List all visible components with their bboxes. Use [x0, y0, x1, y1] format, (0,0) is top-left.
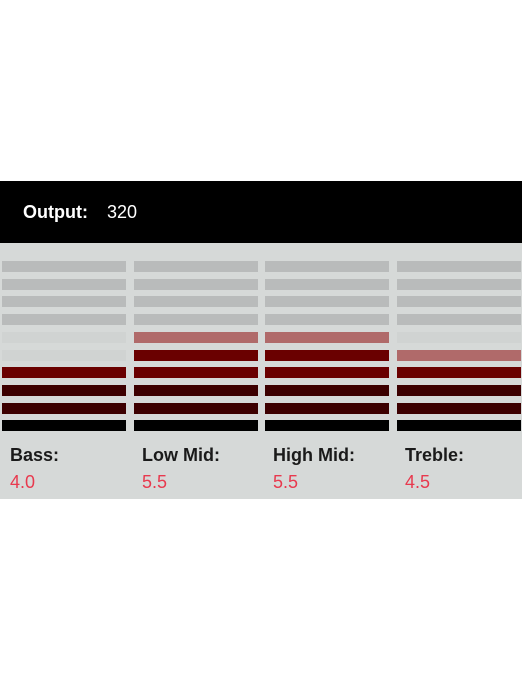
meter-segment — [134, 296, 258, 308]
meter-segment — [397, 296, 521, 308]
output-label: Output: — [23, 202, 88, 222]
meter-segment — [2, 420, 126, 432]
equalizer-panel: Output: 320 Bass: 4.0 Low Mid: 5.5 High … — [0, 181, 522, 499]
meter-segment — [2, 402, 126, 414]
meter-segment — [2, 384, 126, 396]
band-label: Bass: — [10, 445, 60, 465]
meter-segment — [265, 367, 389, 379]
meter-segment — [134, 314, 258, 326]
band-treble[interactable]: Treble: 4.5 — [397, 181, 521, 499]
meter-segment — [265, 296, 389, 308]
meter-segment — [2, 331, 126, 343]
band-value: 5.5 — [142, 472, 168, 492]
meter-segment — [397, 261, 521, 272]
meter-segment — [134, 384, 258, 396]
band-value: 5.5 — [273, 472, 299, 492]
meter-segment — [265, 420, 389, 432]
meter-segment — [134, 261, 258, 272]
band-label: Treble: — [405, 445, 465, 465]
meter-segment — [134, 402, 258, 414]
meter-segment — [265, 349, 389, 361]
meter-segment — [134, 331, 258, 343]
meter-segment — [397, 420, 521, 432]
meter-segment — [265, 314, 389, 326]
meter-segment — [2, 367, 126, 379]
meter-segment — [265, 402, 389, 414]
meter-segment — [265, 278, 389, 290]
meter-segment — [397, 402, 521, 414]
band-label: High Mid: — [273, 445, 355, 465]
meter-segment — [134, 278, 258, 290]
band-label: Low Mid: — [142, 445, 220, 465]
meter-segment — [2, 314, 126, 326]
band-value: 4.5 — [405, 472, 431, 492]
meter-segment — [265, 261, 389, 272]
meter-segment — [134, 349, 258, 361]
meter-segment — [397, 367, 521, 379]
band-bass[interactable]: Bass: 4.0 — [2, 181, 126, 499]
meter-segment — [134, 420, 258, 432]
meter-segment — [2, 278, 126, 290]
meter-segment — [397, 331, 521, 343]
output-value: 320 — [107, 202, 138, 222]
meter-segment — [2, 349, 126, 361]
output-header: Output: 320 — [0, 181, 522, 243]
band-high-mid[interactable]: High Mid: 5.5 — [265, 181, 389, 499]
meter-segment — [397, 314, 521, 326]
meter-segment — [134, 367, 258, 379]
meter-segment — [265, 331, 389, 343]
meter-segment — [397, 349, 521, 361]
meter-segment — [397, 278, 521, 290]
meter-segment — [2, 296, 126, 308]
meter-segment — [397, 384, 521, 396]
band-low-mid[interactable]: Low Mid: 5.5 — [134, 181, 258, 499]
meter-segment — [265, 384, 389, 396]
meter-segment — [2, 261, 126, 272]
band-value: 4.0 — [10, 472, 36, 492]
